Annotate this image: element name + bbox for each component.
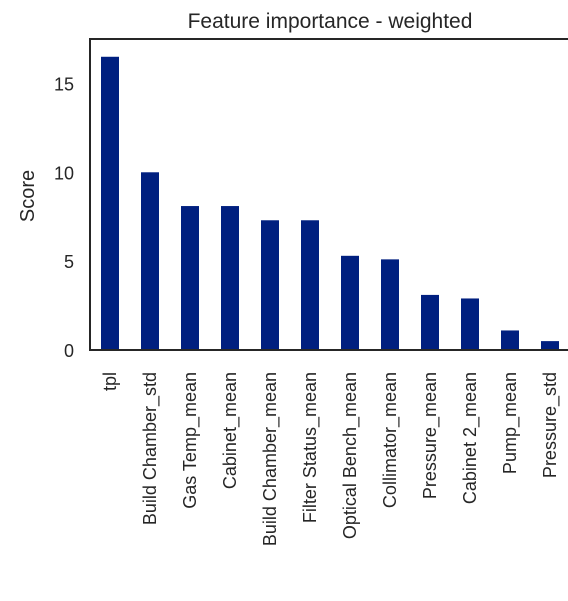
bar-2 [181,206,199,350]
x-tick-label: Gas Temp_mean [180,372,201,509]
bar-7 [381,259,399,350]
x-tick-label: tpl [100,372,120,391]
bar-10 [501,330,519,350]
y-axis-label: Score [17,170,39,222]
y-tick-label: 15 [54,74,74,94]
x-tick-label: Pressure_std [540,372,561,478]
bar-9 [461,298,479,350]
x-tick-label: Collimator_mean [380,372,401,508]
x-tick-label: Filter Status_mean [300,372,321,523]
x-tick-label: Pump_mean [500,372,521,474]
y-tick-label: 10 [54,163,74,183]
x-tick-label: Cabinet_mean [220,372,241,489]
y-tick-label: 5 [64,252,74,272]
bar-3 [221,206,239,350]
bar-8 [421,294,439,350]
y-tick-label: 0 [64,341,74,361]
bars-group [101,56,559,351]
x-tick-label: Pressure_mean [420,372,441,499]
bar-0 [101,56,119,351]
bar-1 [141,172,159,350]
bar-4 [261,220,279,350]
bar-11 [541,341,559,350]
x-tick-label: Build Chamber_mean [260,372,281,546]
x-tick-label: Build Chamber_std [140,372,161,525]
x-tick-label: Cabinet 2_mean [460,372,481,504]
bar-6 [341,255,359,350]
y-ticks-group: 0 5 10 15 [54,74,74,361]
x-tick-label: Optical Bench_mean [340,372,361,539]
bar-5 [301,220,319,350]
x-ticks-group: tpl Build Chamber_std Gas Temp_mean Cabinet… [100,372,561,546]
plot-frame [89,38,568,351]
chart-title: Feature importance - weighted [188,10,473,33]
